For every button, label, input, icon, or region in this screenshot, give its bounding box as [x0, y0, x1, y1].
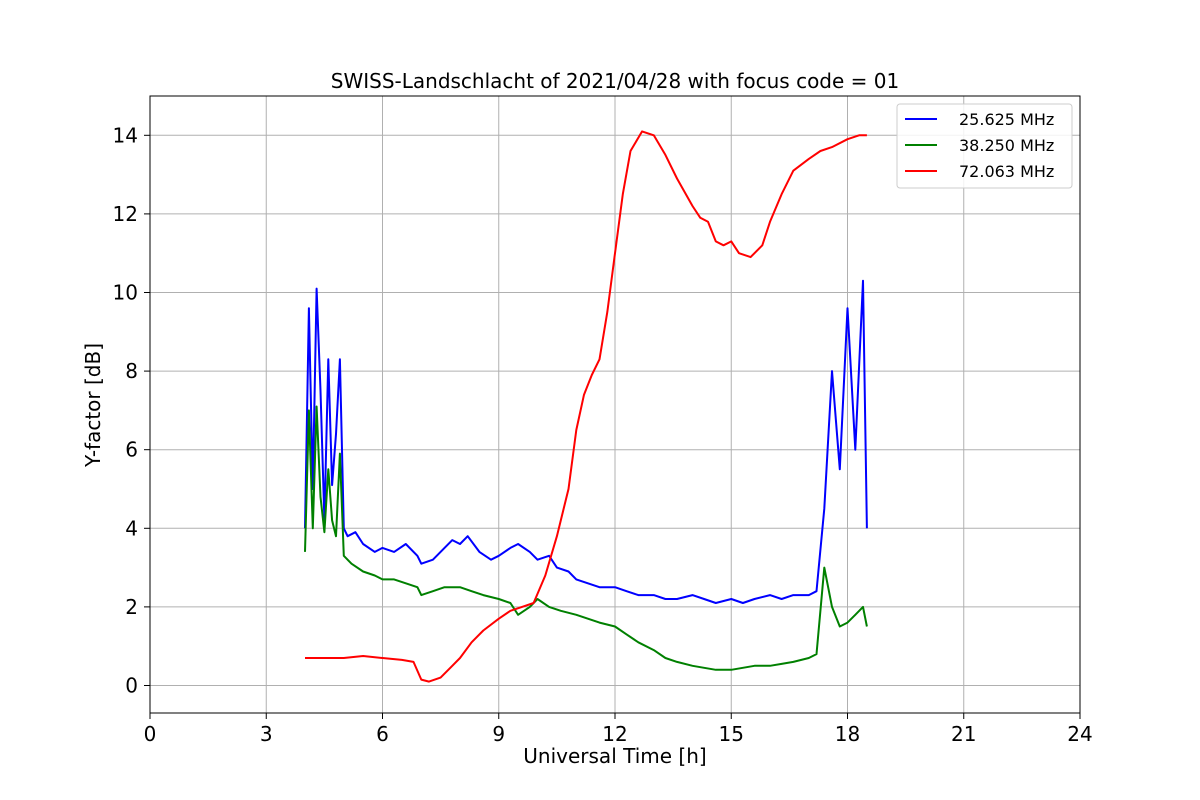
x-tick-label: 6 [376, 722, 389, 746]
y-axis-label: Y-factor [dB] [81, 343, 105, 468]
series-line-2 [304, 405, 868, 671]
y-tick-label: 2 [125, 595, 138, 619]
y-axis-ticks: 0 2 4 6 8 10 12 14 [113, 123, 150, 697]
y-tick-label: 4 [125, 516, 138, 540]
x-tick-label: 18 [835, 722, 860, 746]
x-tick-label: 3 [260, 722, 273, 746]
y-tick-label: 0 [125, 673, 138, 697]
series-line-1 [304, 279, 868, 604]
legend-label-1: 25.625 MHz [959, 110, 1054, 129]
y-tick-label: 14 [113, 123, 138, 147]
x-tick-label: 12 [602, 722, 627, 746]
legend-label-2: 38.250 MHz [959, 136, 1054, 155]
plot-area [304, 130, 868, 683]
x-axis-label: Universal Time [h] [523, 744, 706, 768]
x-tick-label: 15 [719, 722, 744, 746]
x-tick-label: 9 [492, 722, 505, 746]
chart-title: SWISS-Landschlacht of 2021/04/28 with fo… [331, 69, 899, 93]
x-tick-label: 24 [1067, 722, 1092, 746]
grid [150, 96, 1080, 713]
y-tick-label: 6 [125, 438, 138, 462]
y-tick-label: 10 [113, 280, 138, 304]
legend: 25.625 MHz 38.250 MHz 72.063 MHz [896, 103, 1073, 189]
y-tick-label: 8 [125, 359, 138, 383]
y-tick-label: 12 [113, 202, 138, 226]
legend-label-3: 72.063 MHz [959, 162, 1054, 181]
x-axis-ticks: 0 3 6 9 12 15 18 21 24 [144, 713, 1093, 746]
x-tick-label: 21 [951, 722, 976, 746]
x-tick-label: 0 [144, 722, 157, 746]
legend-box [896, 103, 1073, 189]
series-line-3 [305, 130, 867, 683]
